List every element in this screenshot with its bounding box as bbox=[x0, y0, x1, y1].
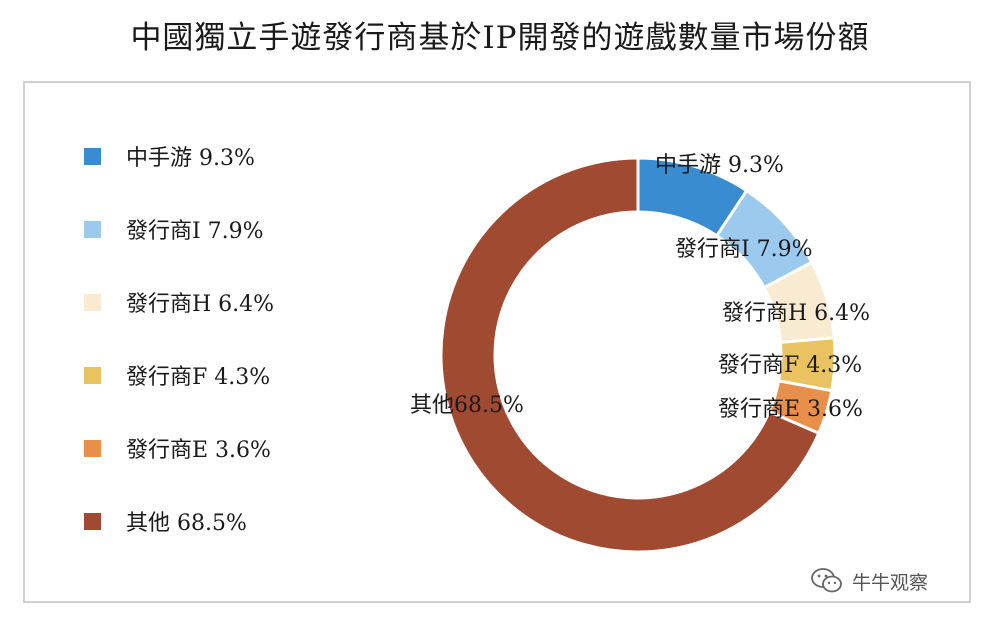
legend-item: 發行商I 7.9% bbox=[84, 213, 264, 245]
slice-data-label: 發行商H 6.4% bbox=[722, 301, 870, 326]
legend-item: 發行商E 3.6% bbox=[84, 432, 271, 464]
legend-swatch bbox=[84, 512, 101, 530]
legend-label: 發行商E 3.6% bbox=[126, 438, 271, 463]
legend-label: 其他 68.5% bbox=[126, 511, 247, 536]
legend-item: 發行商H 6.4% bbox=[84, 286, 274, 318]
chart-frame bbox=[23, 81, 971, 603]
legend-item: 發行商F 4.3% bbox=[84, 359, 270, 391]
slice-data-label: 其他68.5% bbox=[410, 393, 524, 418]
slice-data-label: 中手游 9.3% bbox=[655, 153, 784, 178]
legend-swatch bbox=[84, 366, 101, 384]
wechat-icon bbox=[811, 568, 842, 593]
donut-slice bbox=[439, 156, 821, 554]
slice-data-label: 發行商E 3.6% bbox=[718, 397, 863, 422]
slice-data-label: 發行商I 7.9% bbox=[675, 237, 813, 262]
slice-data-label: 發行商F 4.3% bbox=[718, 353, 862, 378]
legend-label: 發行商H 6.4% bbox=[126, 292, 275, 317]
legend-swatch bbox=[84, 293, 101, 311]
watermark: 牛牛观察 bbox=[810, 566, 928, 596]
watermark-text: 牛牛观察 bbox=[852, 571, 929, 594]
legend-item: 中手游 9.3% bbox=[84, 140, 255, 172]
chart-title: 中國獨立手遊發行商基於IP開發的遊戲數量市場份額 bbox=[130, 20, 870, 56]
legend-label: 中手游 9.3% bbox=[126, 146, 255, 171]
legend-label: 發行商F 4.3% bbox=[126, 365, 271, 390]
legend-swatch bbox=[84, 439, 101, 457]
legend-label: 發行商I 7.9% bbox=[126, 219, 264, 244]
legend-item: 其他 68.5% bbox=[84, 505, 247, 537]
legend-swatch bbox=[84, 220, 101, 238]
legend-swatch bbox=[84, 147, 101, 165]
